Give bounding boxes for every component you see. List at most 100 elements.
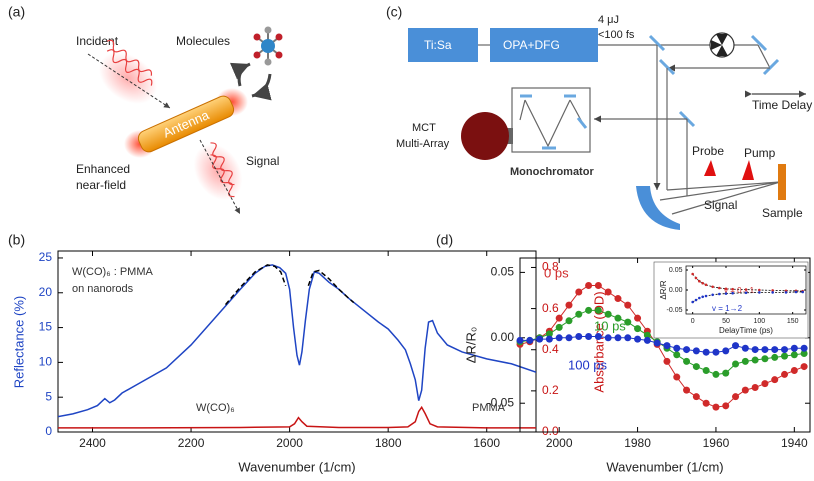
data-point <box>653 339 661 347</box>
beam <box>757 44 771 69</box>
data-point <box>692 363 700 371</box>
panel-a: (a) Incident Molecules Antenna Enhanced … <box>8 4 283 215</box>
y-tick-label: 0.05 <box>669 267 683 274</box>
signal-wave <box>210 154 235 198</box>
mirror <box>750 34 768 52</box>
antenna: Antenna <box>137 95 235 153</box>
data-point <box>701 295 704 299</box>
label: 4 μJ <box>598 14 619 26</box>
data-point <box>800 350 808 358</box>
label: near-field <box>76 178 126 192</box>
opa-box <box>490 28 598 62</box>
data-point <box>784 291 788 294</box>
x-tick-label: 50 <box>722 318 730 325</box>
y-tick-label: 0.00 <box>491 330 515 344</box>
data-point <box>761 346 769 354</box>
data-point <box>575 332 583 340</box>
y2-tick-label: 0.0 <box>542 424 559 438</box>
data-point <box>545 335 553 343</box>
data-point <box>711 293 714 297</box>
label: Sample <box>762 206 803 220</box>
data-point <box>702 399 710 407</box>
data-point <box>732 360 740 368</box>
inset-background <box>653 261 809 339</box>
data-point <box>585 332 593 340</box>
signal-wave <box>193 143 243 201</box>
x-axis-label: DelayTime (ps) <box>719 326 773 335</box>
data-point <box>692 393 700 401</box>
data-point <box>555 334 563 342</box>
data-point <box>800 344 808 352</box>
series-label: 10 ps <box>594 318 626 333</box>
label: Enhanced <box>76 162 130 176</box>
series-label: v = 1→2 <box>712 304 743 313</box>
data-point <box>751 356 759 364</box>
x-tick-label: 0 <box>691 318 695 325</box>
x-tick-label: 150 <box>787 318 799 325</box>
data-point <box>758 291 761 294</box>
label: MCT <box>412 122 436 134</box>
label: Multi-Array <box>396 138 450 150</box>
monochromator-box <box>511 87 591 153</box>
curved-mirror <box>636 186 680 230</box>
data-point <box>663 357 671 365</box>
y-axis-label: ΔR/R <box>659 280 668 299</box>
data-point <box>731 287 734 291</box>
annotation: W(CO)₆ <box>196 402 235 414</box>
label: OPA+DFG <box>503 38 560 52</box>
series-line <box>58 405 536 429</box>
label: <100 fs <box>598 29 635 41</box>
label: Signal <box>704 198 737 212</box>
data-point <box>526 336 534 344</box>
beam <box>666 181 781 191</box>
data-point <box>624 318 632 326</box>
label: Probe <box>692 144 724 158</box>
incident-wave <box>98 52 158 104</box>
y-axis-label: ΔR/R₀ <box>463 327 478 363</box>
beam <box>671 181 781 215</box>
x-axis-label: Wavenumber (1/cm) <box>606 459 723 474</box>
data-point <box>701 281 704 285</box>
data-point <box>758 288 761 292</box>
data-point <box>781 370 789 378</box>
data-point <box>691 300 694 304</box>
data-point <box>565 301 573 309</box>
label: Monochromator <box>510 166 594 178</box>
x-tick-label: 2000 <box>546 436 573 450</box>
y-tick-label: 0.05 <box>491 265 515 279</box>
x-tick-label: 1980 <box>624 436 651 450</box>
label: Incident <box>76 34 119 48</box>
data-point <box>614 334 622 342</box>
y2-tick-label: 0.4 <box>542 342 559 356</box>
mirror <box>658 58 676 76</box>
atom <box>264 58 272 66</box>
coupling-arrow <box>251 73 272 101</box>
y-tick-label: 15 <box>39 320 53 334</box>
x-axis-label: Wavenumber (1/cm) <box>238 459 355 474</box>
data-point <box>731 291 734 295</box>
y-tick-label: 0.00 <box>669 287 683 294</box>
data-point <box>771 289 774 292</box>
data-point <box>698 279 701 283</box>
data-point <box>555 323 563 331</box>
plot-frame <box>57 250 537 433</box>
data-point <box>751 346 759 354</box>
data-point <box>771 346 779 354</box>
label: Signal <box>246 154 279 168</box>
atom <box>261 39 275 53</box>
data-point <box>565 317 573 325</box>
antenna-body <box>137 95 235 153</box>
series-label: v = 0→1 <box>724 286 755 295</box>
data-point <box>545 330 553 338</box>
data-point <box>634 325 642 333</box>
incident-wave <box>106 39 153 76</box>
molecule <box>253 26 283 66</box>
data-point <box>694 276 698 280</box>
signal-arrow <box>199 139 241 215</box>
data-point <box>614 314 622 322</box>
atom <box>253 51 261 59</box>
y2-axis-label: Absorbance (OD) <box>591 291 606 392</box>
data-point <box>594 306 602 314</box>
series-line <box>224 264 355 306</box>
atom <box>275 51 283 59</box>
